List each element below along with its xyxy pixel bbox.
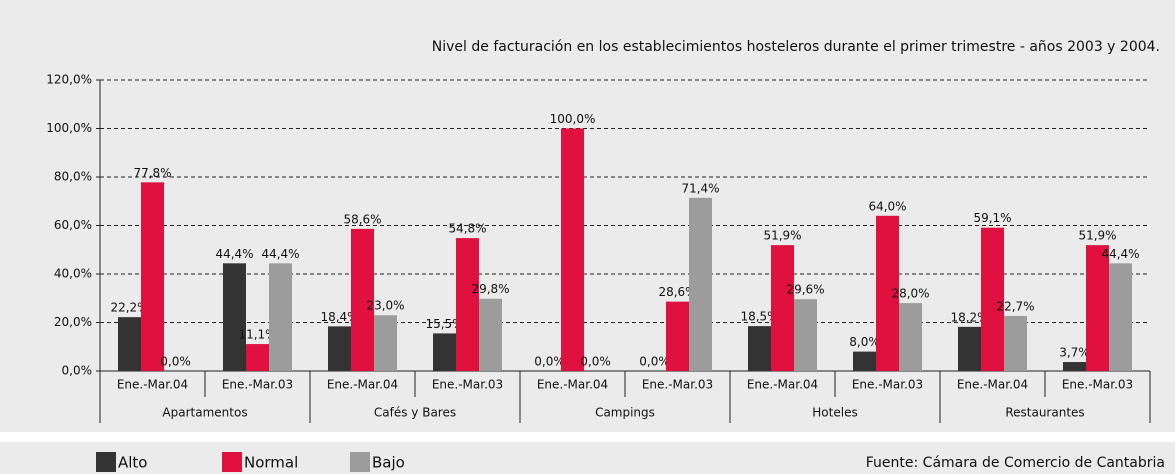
value-label: 18,2% [950,310,988,324]
value-label: 0,0% [534,355,565,369]
y-tick-label: 100,0% [46,121,92,135]
bar [118,317,141,371]
bar [269,263,292,371]
value-label: 100,0% [550,112,596,126]
bar [794,299,817,371]
bar [351,228,374,371]
group-label: Apartamentos [162,406,247,420]
legend-label: Alto [118,454,148,472]
bar [1004,315,1027,371]
bar [853,351,876,371]
bar [374,315,397,371]
value-label: 44,4% [1101,247,1139,261]
y-tick-label: 120,0% [46,73,92,87]
legend-swatch [222,452,242,472]
value-label: 51,9% [1078,229,1116,243]
legend-swatch [350,452,370,472]
x-tick-label: Ene.-Mar.04 [747,378,818,392]
bar [876,215,899,371]
x-tick-label: Ene.-Mar.04 [327,378,398,392]
x-tick-label: Ene.-Mar.03 [852,378,923,392]
x-tick-label: Ene.-Mar.03 [1062,378,1133,392]
source: Fuente: Cámara de Comercio de Cantabria [866,455,1165,471]
x-tick-label: Ene.-Mar.04 [537,378,608,392]
chart-title: Nivel de facturación en los establecimie… [432,39,1160,55]
bar [689,197,712,371]
group-label: Restaurantes [1005,406,1084,420]
value-label: 28,6% [658,285,696,299]
bar [246,344,269,371]
value-label: 15,5% [425,317,463,331]
bar [433,333,456,371]
bar [141,182,164,371]
value-label: 51,9% [763,229,801,243]
bar [748,326,771,371]
x-tick-label: Ene.-Mar.03 [432,378,503,392]
y-tick-label: 20,0% [54,315,92,329]
value-label: 77,8% [133,166,171,180]
value-label: 0,0% [160,355,191,369]
value-label: 59,1% [973,211,1011,225]
x-tick-label: Ene.-Mar.04 [957,378,1028,392]
bar [1063,362,1086,371]
legend-label: Bajo [372,454,405,472]
value-label: 44,4% [261,247,299,261]
y-tick-label: 60,0% [54,218,92,232]
value-label: 0,0% [639,355,670,369]
value-label: 54,8% [448,222,486,236]
value-label: 58,6% [343,212,381,226]
group-label: Hoteles [812,406,857,420]
value-label: 8,0% [849,335,880,349]
legend-label: Normal [244,454,298,472]
x-tick-label: Ene.-Mar.04 [117,378,188,392]
value-label: 28,0% [891,287,929,301]
value-label: 22,2% [110,301,148,315]
group-label: Campings [595,406,655,420]
value-label: 0,0% [580,355,611,369]
y-tick-label: 0,0% [62,364,93,378]
x-tick-label: Ene.-Mar.03 [222,378,293,392]
bar [771,245,794,371]
value-label: 29,6% [786,283,824,297]
bar [899,303,922,371]
legend-background [0,442,1175,474]
value-label: 18,5% [740,310,778,324]
value-label: 18,4% [320,310,358,324]
y-tick-label: 40,0% [54,267,92,281]
bar [666,301,689,371]
value-label: 44,4% [215,247,253,261]
value-label: 29,8% [471,282,509,296]
y-tick-label: 80,0% [54,170,92,184]
bar [223,263,246,371]
bar [456,238,479,371]
bar [479,298,502,371]
x-tick-label: Ene.-Mar.03 [642,378,713,392]
bar [561,128,584,371]
bar [328,326,351,371]
value-label: 3,7% [1059,346,1090,360]
bar [981,227,1004,371]
bar [1109,263,1132,371]
value-label: 71,4% [681,181,719,195]
value-label: 22,7% [996,299,1034,313]
group-label: Cafés y Bares [374,406,456,420]
value-label: 64,0% [868,199,906,213]
value-label: 11,1% [238,328,276,342]
bar [958,326,981,371]
legend-swatch [96,452,116,472]
value-label: 23,0% [366,299,404,313]
bar [1086,245,1109,371]
